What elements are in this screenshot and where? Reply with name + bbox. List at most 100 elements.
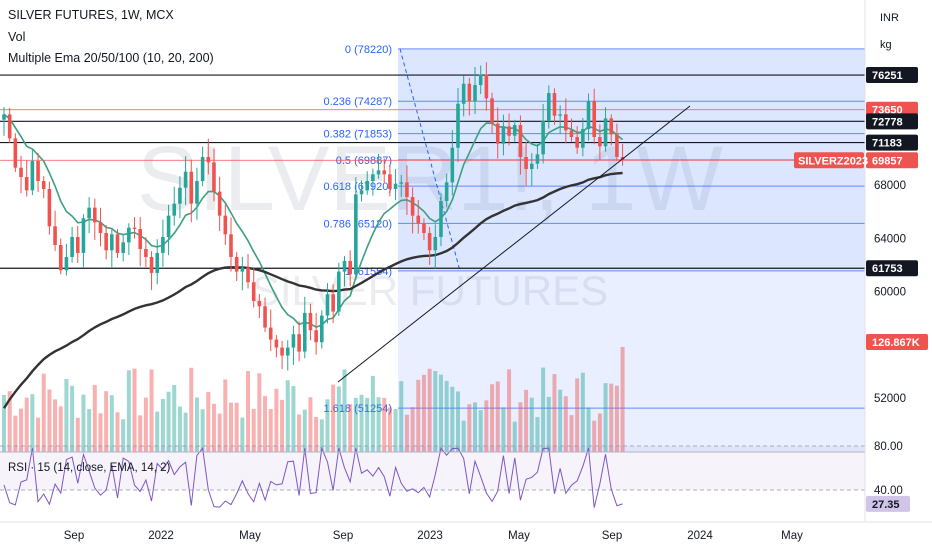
volume-bar <box>365 397 370 452</box>
volume-bar <box>586 407 591 452</box>
price-axis-tick: 64000 <box>874 233 906 245</box>
volume-bar <box>109 395 114 452</box>
volume-bar <box>240 417 245 452</box>
weight-unit[interactable]: kg <box>880 39 892 51</box>
candle-body <box>399 182 404 184</box>
candle-body <box>161 236 165 253</box>
time-axis-tick: May <box>781 530 803 542</box>
volume-bar <box>342 369 347 452</box>
volume-bar <box>478 410 483 452</box>
volume-bar <box>597 413 602 452</box>
candle-body <box>47 188 52 227</box>
candle-body <box>302 312 307 352</box>
candle-body <box>405 182 409 197</box>
volume-bar <box>473 402 478 452</box>
ema-legend: Multiple Ema 20/50/100 (10, 20, 200) <box>8 51 214 65</box>
volume-bar <box>268 409 273 452</box>
watermark-symbol: SILVER1!, 1W <box>137 128 723 230</box>
volume-bar <box>387 407 392 452</box>
volume-bar <box>314 417 319 452</box>
candle-body <box>314 330 318 343</box>
candle-body <box>257 300 262 307</box>
volume-bar <box>620 347 625 452</box>
volume-bar <box>70 385 75 452</box>
vol-legend: Vol <box>8 30 26 44</box>
volume-bar <box>143 397 148 452</box>
currency-unit[interactable]: INR <box>880 12 899 24</box>
volume-bar <box>138 415 143 452</box>
volume-bar <box>404 414 409 452</box>
candle-body <box>217 191 222 216</box>
price-axis[interactable]: 68000 64000 60000 52000 <box>874 180 906 405</box>
candle-body <box>285 347 290 356</box>
rsi-value-label: 27.35 <box>872 499 900 511</box>
candle-body <box>320 315 324 343</box>
price-axis-tick: 52000 <box>874 393 906 405</box>
candle-body <box>149 256 154 273</box>
fib-level-label: 1.618 (51254) <box>324 403 393 415</box>
volume-bar <box>166 391 171 452</box>
candle-body <box>382 170 387 175</box>
candle-body <box>189 171 194 204</box>
volume-bar <box>217 413 222 452</box>
candle-body <box>110 234 114 251</box>
volume-tag-label: 126.867K <box>872 337 920 349</box>
candle-body <box>592 101 596 138</box>
volume-bar <box>291 386 296 452</box>
volume-bar <box>410 407 415 452</box>
candle-body <box>427 232 432 251</box>
candle-body <box>354 194 358 275</box>
candle-body <box>490 98 494 124</box>
volume-bar <box>30 394 35 452</box>
candle-body <box>461 83 466 104</box>
candle-body <box>104 232 108 251</box>
volume-bar <box>456 391 460 452</box>
candle-body <box>586 101 591 130</box>
volume-bar <box>194 397 199 452</box>
volume-bar <box>2 395 6 452</box>
volume-bar <box>98 413 103 452</box>
candle-body <box>371 174 375 182</box>
candle-body <box>240 267 245 272</box>
price-tag-label: 71183 <box>872 138 902 150</box>
ascending-trend-line <box>337 105 691 383</box>
fib-level-label: 0.786 (65120) <box>324 218 393 230</box>
time-axis[interactable]: Sep 2022 May Sep 2023 May Sep 2024 May <box>64 530 803 542</box>
volume-bar <box>263 396 268 452</box>
price-tag-label: 61753 <box>872 263 903 275</box>
candle-body <box>7 114 12 139</box>
price-axis-tick: 68000 <box>874 180 906 192</box>
symbol-tag-box <box>794 152 864 169</box>
candle-body <box>195 181 199 204</box>
volume-bar <box>575 378 580 452</box>
volume-bar <box>563 396 568 452</box>
candle-body <box>144 248 148 257</box>
candle-body <box>13 138 18 168</box>
rsi-level-label: 80.00 <box>874 441 903 453</box>
candle-body <box>331 294 335 312</box>
fib-level-label: 0.5 (69887) <box>336 155 392 167</box>
volume-bar <box>7 391 12 452</box>
rsi-line <box>3 446 623 508</box>
candle-body <box>518 125 523 158</box>
volume-bar <box>206 391 211 452</box>
volume-bar <box>569 415 574 452</box>
candle-body <box>251 282 256 301</box>
volume-bar <box>370 375 375 452</box>
price-tags: 762517365072778711836985761753SILVERZ202… <box>794 67 928 350</box>
price-tag-box <box>866 134 918 151</box>
candle-body <box>535 154 540 164</box>
trend-lines[interactable] <box>337 105 691 383</box>
volume-bar <box>36 417 41 452</box>
candle-body <box>422 223 426 233</box>
volume-bar <box>614 385 619 452</box>
volume-bar <box>461 420 466 452</box>
symbol-tag-label: SILVERZ2023 <box>798 155 868 167</box>
candle-body <box>444 182 449 201</box>
volume-bar <box>427 368 432 452</box>
candle-body <box>268 327 273 340</box>
volume-bar <box>325 399 330 452</box>
candle-body <box>127 227 131 243</box>
rsi-panel: 80.00 40.00 27.35 <box>0 441 910 512</box>
